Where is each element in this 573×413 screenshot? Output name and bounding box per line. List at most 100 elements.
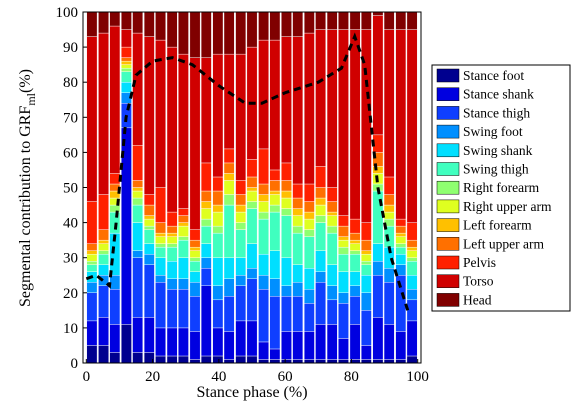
bar-segment <box>212 204 224 213</box>
bar-segment <box>360 261 372 265</box>
bar-segment <box>292 359 304 364</box>
bar-segment <box>189 57 201 230</box>
bar-segment <box>223 148 235 164</box>
bar-segment <box>360 359 372 364</box>
bar-segment <box>360 239 372 251</box>
bar-segment <box>143 264 155 318</box>
bar-segment <box>360 253 372 262</box>
bar-segment <box>338 292 349 304</box>
bar-segment <box>109 324 121 353</box>
bar-segment <box>303 359 315 364</box>
bar-segment <box>269 169 281 181</box>
bar-segment <box>155 39 166 188</box>
bar-segment <box>406 239 418 248</box>
bar-segment <box>326 232 338 265</box>
bar-segment <box>292 264 304 283</box>
bar-segment <box>212 176 224 192</box>
bar-segment <box>200 257 212 269</box>
bar-segment <box>212 327 224 357</box>
bar-segment <box>189 359 201 364</box>
bar-segment <box>223 194 235 206</box>
y-tick-label: 40 <box>63 216 78 232</box>
bar-segment <box>246 190 258 202</box>
bar-segment <box>303 11 315 34</box>
bar-segment <box>315 11 326 30</box>
bar-segment <box>360 250 372 255</box>
bar-segment <box>383 176 395 195</box>
bar-segment <box>281 257 292 286</box>
bar-segment <box>155 246 166 258</box>
bar-segment <box>235 204 247 213</box>
x-tick-label: 40 <box>211 369 226 385</box>
bar-segment <box>360 275 372 293</box>
bar-segment <box>155 282 166 329</box>
bar-segment <box>86 36 98 202</box>
y-tick-label: 60 <box>63 145 78 161</box>
bar-segment <box>269 250 281 279</box>
bar-segment <box>155 222 166 234</box>
bar-segment <box>121 324 132 364</box>
bar-segment <box>132 190 144 199</box>
bar-segment <box>326 215 338 227</box>
bar-segment <box>200 285 212 357</box>
bar-segment <box>269 204 281 213</box>
bar-segment <box>178 278 189 290</box>
bar-segment <box>98 11 109 34</box>
bar-segment <box>98 285 109 318</box>
bar-segment <box>349 29 361 220</box>
bar-segment <box>189 331 201 360</box>
bar-segment <box>155 187 166 223</box>
bar-segment <box>155 275 166 283</box>
bar-segment <box>315 197 326 206</box>
bar-segment <box>200 208 212 220</box>
bar-segment <box>223 359 235 364</box>
bar-segment <box>223 331 235 360</box>
bar-segment <box>166 355 178 364</box>
bar-segment <box>86 345 98 364</box>
y-tick-label: 10 <box>63 321 78 337</box>
bar-segment <box>338 338 349 360</box>
bar-segment <box>303 268 315 290</box>
bar-segment <box>143 36 155 195</box>
bar-segment <box>223 278 235 297</box>
bar-segment <box>338 359 349 364</box>
bar-segment <box>326 225 338 234</box>
bar-segment <box>189 261 201 272</box>
bar-segment <box>269 11 281 41</box>
bar-segment <box>155 232 166 237</box>
bar-segment <box>235 222 247 230</box>
bar-segment <box>269 180 281 192</box>
y-axis-label: Segmental contribution to GRFml(%) <box>17 69 38 307</box>
y-tick-label: 90 <box>63 40 78 56</box>
bar-segment <box>132 352 144 364</box>
bar-segment <box>292 215 304 227</box>
legend-label: Left forearm <box>463 218 532 233</box>
bar-segment <box>315 29 326 167</box>
bar-segment <box>269 348 281 360</box>
bar-segment <box>395 359 407 364</box>
bar-segment <box>132 180 144 188</box>
bar-segment <box>258 201 269 213</box>
bar-segment <box>383 324 395 360</box>
bar-segment <box>258 359 269 364</box>
bar-segment <box>166 211 178 227</box>
bar-segment <box>132 317 144 353</box>
bar-segment <box>281 285 292 297</box>
bar-segment <box>258 211 269 220</box>
bar-segment <box>326 285 338 301</box>
legend-swatch <box>436 218 460 232</box>
bar-segment <box>395 11 407 30</box>
bar-segment <box>132 145 144 181</box>
bar-segment <box>178 11 189 55</box>
bar-segment <box>212 355 224 364</box>
bar-segment <box>98 243 109 251</box>
bar-segment <box>121 29 132 48</box>
legend-swatch <box>436 255 460 270</box>
bar-segment <box>178 355 189 364</box>
bar-segment <box>315 215 326 223</box>
bar-segment <box>292 282 304 297</box>
bar-segment <box>269 190 281 195</box>
bar-segment <box>132 11 144 34</box>
bar-segment <box>166 261 178 279</box>
bar-segment <box>315 187 326 199</box>
